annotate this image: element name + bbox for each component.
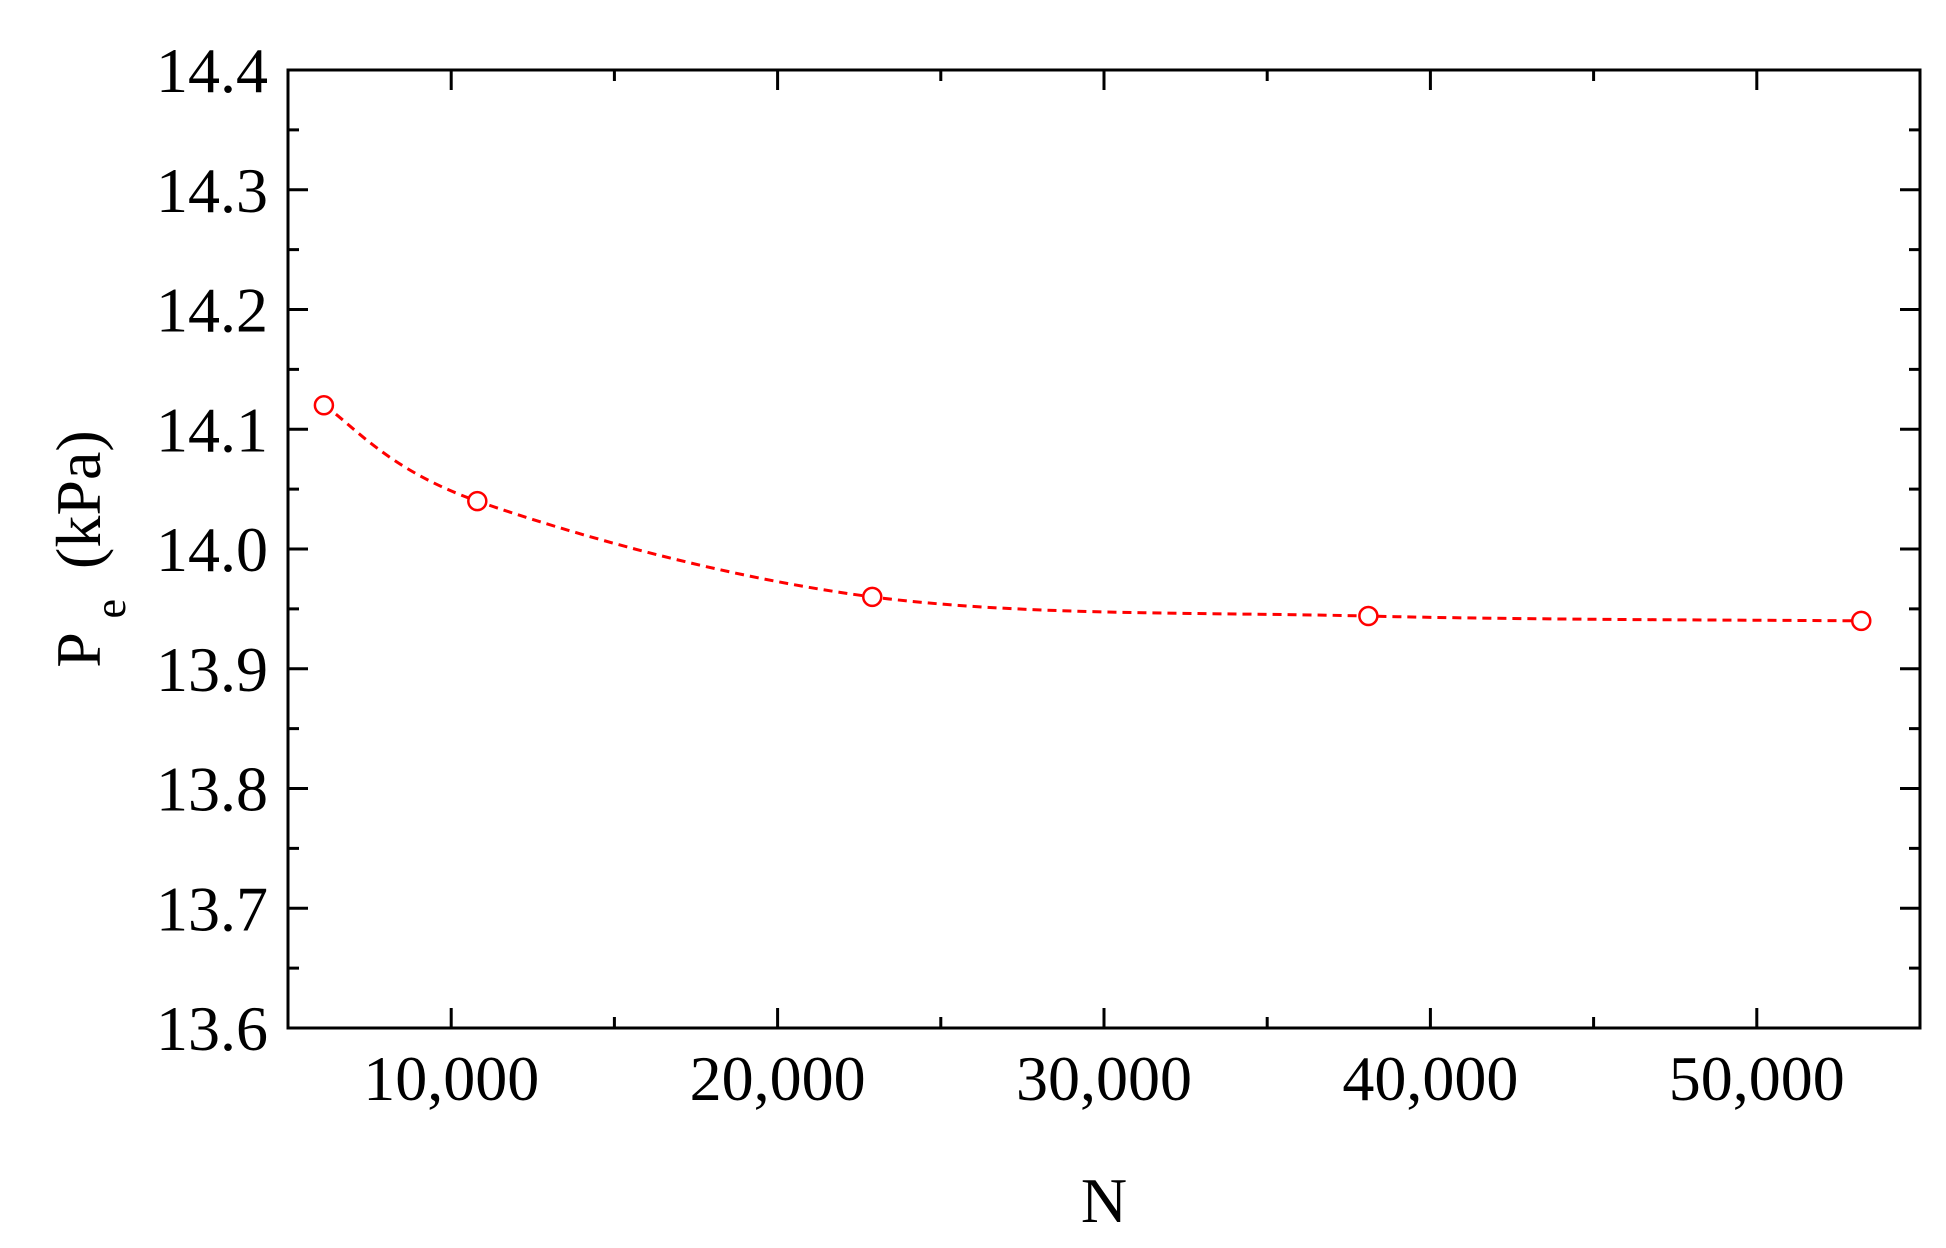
plot-frame	[286, 68, 1922, 1030]
y-tick-label: 13.9	[156, 634, 268, 705]
data-point	[1358, 605, 1379, 627]
y-axis: 13.6 13.7 13.8 13.9 14.0 14.1 14.2 14.3 14.4	[156, 35, 1920, 1064]
y-tick-label: 13.6	[156, 993, 268, 1064]
y-tick-label: 14.3	[156, 155, 268, 226]
y-tick-label: 14.2	[156, 275, 268, 346]
x-tick-label: 20,000	[690, 1043, 866, 1114]
x-tick-label: 40,000	[1342, 1043, 1518, 1114]
data-point	[862, 586, 883, 608]
y-axis-title-main: P	[43, 634, 114, 668]
x-axis: 10,000 20,000 30,000 40,000 50,000	[363, 70, 1845, 1114]
x-tick-label: 10,000	[363, 1043, 539, 1114]
y-axis-title-subscript: e	[86, 599, 135, 619]
data-point	[1850, 610, 1872, 632]
series-line	[323, 404, 1862, 623]
y-axis-title-unit: (kPa)	[43, 430, 114, 569]
x-axis-title: N	[1081, 1165, 1127, 1236]
y-axis-title: P e (kPa)	[43, 430, 135, 667]
y-tick-label: 14.1	[156, 394, 268, 465]
y-tick-label: 13.8	[156, 754, 268, 825]
y-tick-label: 14.4	[156, 35, 268, 106]
x-tick-label: 50,000	[1669, 1043, 1845, 1114]
y-tick-label: 14.0	[156, 514, 268, 585]
y-tick-label: 13.7	[156, 873, 268, 944]
data-point	[467, 490, 488, 512]
x-tick-label: 30,000	[1016, 1043, 1192, 1114]
plot-area	[286, 68, 1922, 1030]
data-point	[313, 395, 335, 416]
